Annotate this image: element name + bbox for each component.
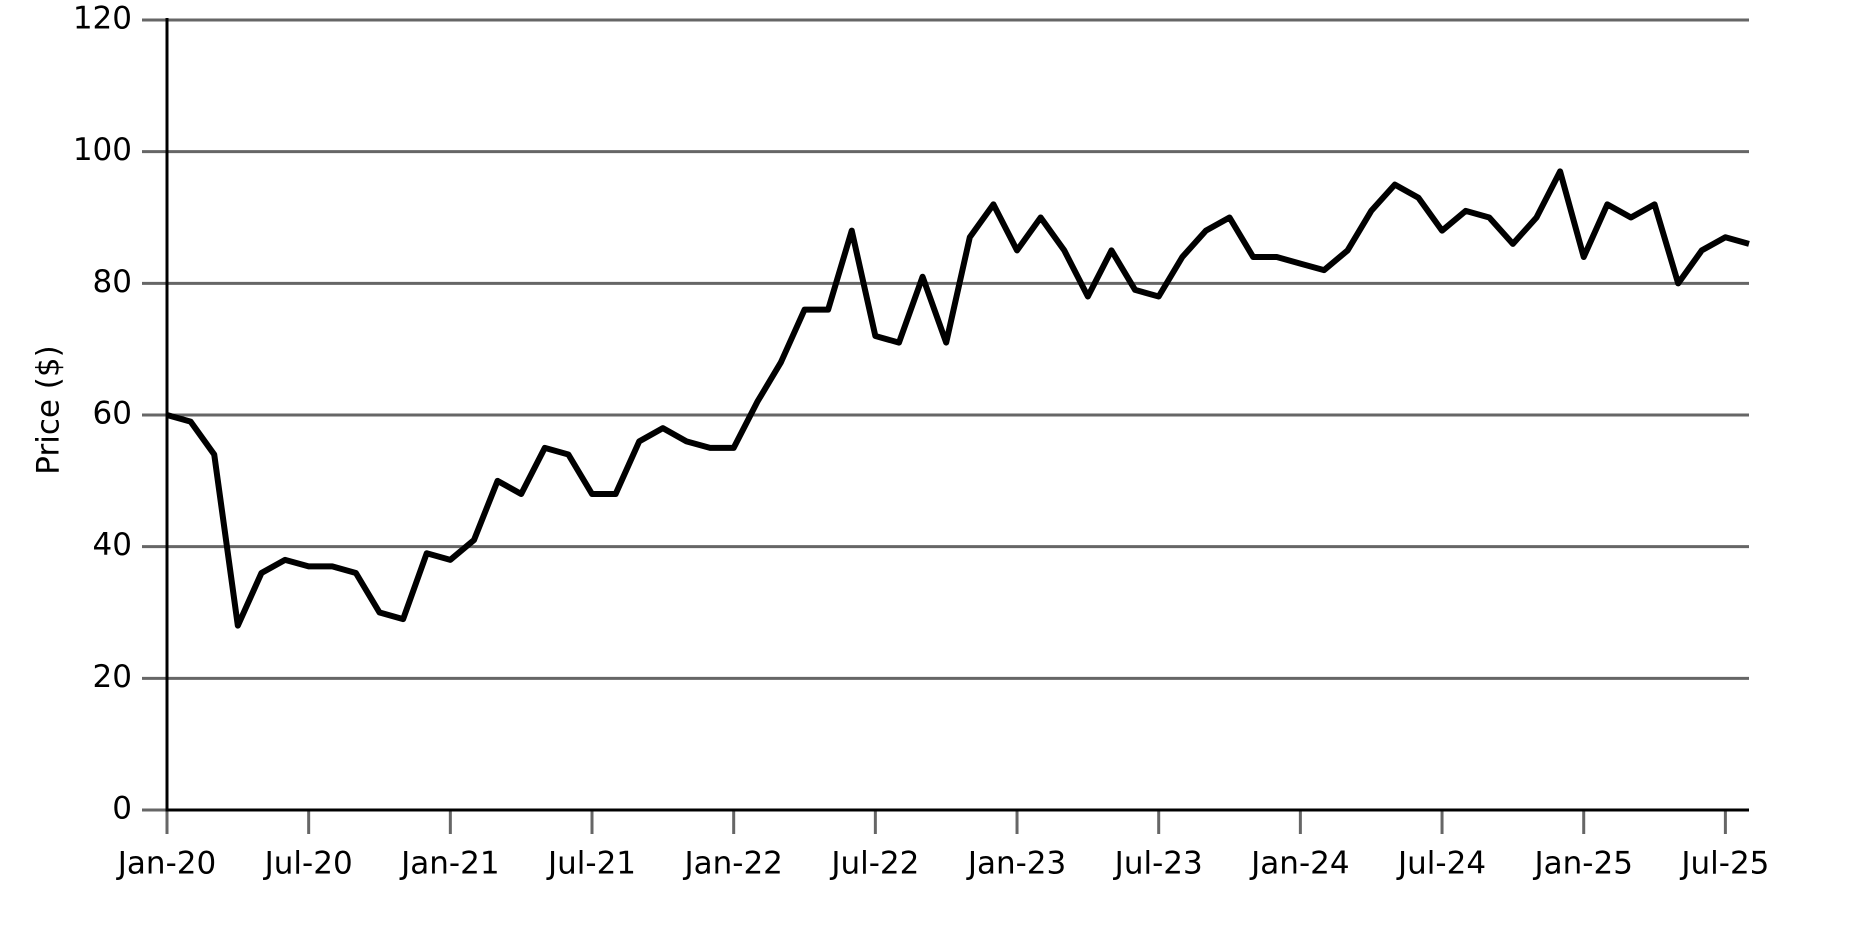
x-tick-label: Jan-24 <box>1249 846 1349 882</box>
x-tick-label: Jul-20 <box>263 846 353 882</box>
y-axis-label: Price ($) <box>31 345 67 474</box>
y-tick-label: 40 <box>93 527 132 563</box>
x-tick-label: Jul-25 <box>1679 846 1769 882</box>
x-tick-label: Jan-23 <box>966 846 1066 882</box>
y-tick-label: 20 <box>93 659 132 695</box>
x-tick-label: Jul-24 <box>1396 846 1486 882</box>
y-tick-label: 100 <box>73 132 132 168</box>
y-tick-label: 60 <box>93 396 132 432</box>
x-tick-label: Jan-25 <box>1533 846 1633 882</box>
y-tick-label: 80 <box>93 264 132 300</box>
y-tick-label: 0 <box>112 791 132 827</box>
x-tick-label: Jan-22 <box>682 846 782 882</box>
x-tick-label: Jan-20 <box>116 846 216 882</box>
x-tick-label: Jan-21 <box>399 846 499 882</box>
x-tick-label: Jul-21 <box>546 846 636 882</box>
x-tick-label: Jul-22 <box>829 846 919 882</box>
y-tick-label: 120 <box>73 1 132 37</box>
x-tick-label: Jul-23 <box>1113 846 1203 882</box>
price-line <box>166 168 1750 629</box>
